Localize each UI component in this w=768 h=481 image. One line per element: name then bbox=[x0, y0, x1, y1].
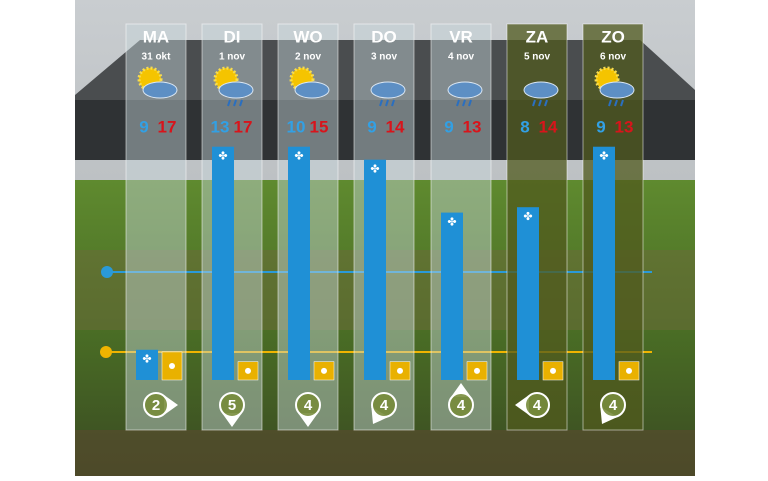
wind-force-circle bbox=[600, 392, 626, 418]
day-date: 31 okt bbox=[142, 52, 172, 63]
wind-bar-icon: ✤ bbox=[447, 217, 456, 229]
cloud bbox=[447, 81, 483, 99]
temp-min: 9 bbox=[139, 117, 148, 136]
wind-bar bbox=[517, 207, 539, 380]
cloud bbox=[218, 81, 254, 99]
temp-max: 15 bbox=[310, 117, 329, 136]
day-date: 2 nov bbox=[295, 52, 322, 63]
day-date: 4 nov bbox=[448, 52, 475, 63]
rain bbox=[456, 99, 460, 107]
weather-icon bbox=[289, 66, 330, 99]
day-name: WO bbox=[293, 27, 322, 46]
sun-bar-icon bbox=[321, 367, 327, 374]
sun-bar-icon bbox=[626, 367, 632, 374]
rain bbox=[544, 99, 548, 107]
rain bbox=[538, 99, 542, 107]
temp-max: 17 bbox=[158, 117, 177, 136]
sun-icon bbox=[100, 346, 112, 358]
day-date: 5 nov bbox=[524, 52, 551, 63]
wind-force-circle bbox=[371, 392, 397, 418]
temp-max: 14 bbox=[386, 117, 405, 136]
wind-bar bbox=[364, 159, 386, 380]
temp-min: 13 bbox=[211, 117, 230, 136]
rain bbox=[468, 99, 472, 107]
temp-min: 9 bbox=[596, 117, 605, 136]
day-date: 3 nov bbox=[371, 52, 398, 63]
cloud bbox=[370, 81, 406, 99]
wind-icon bbox=[101, 266, 113, 278]
wind-bar-icon: ✤ bbox=[370, 164, 379, 176]
rain bbox=[233, 99, 237, 107]
weather-icon bbox=[370, 81, 406, 107]
rain bbox=[379, 99, 383, 107]
sun-bar-icon bbox=[169, 362, 175, 369]
wind-force: 4 bbox=[533, 397, 542, 414]
temp-min: 9 bbox=[444, 117, 453, 136]
day-name: VR bbox=[449, 27, 473, 46]
day-name: ZO bbox=[601, 27, 625, 46]
wind-bar-icon: ✤ bbox=[218, 151, 227, 163]
cloud bbox=[599, 81, 635, 99]
wind-bar-icon: ✤ bbox=[523, 211, 532, 223]
rain bbox=[391, 99, 395, 107]
sun-bar-icon bbox=[245, 367, 251, 374]
sun-bar-icon bbox=[397, 367, 403, 374]
wind-bar bbox=[136, 349, 158, 380]
day-date: 1 nov bbox=[219, 52, 246, 63]
rain bbox=[608, 99, 612, 107]
wind-force-circle bbox=[524, 392, 550, 418]
wind-force-circle bbox=[219, 392, 245, 418]
sun-bar-icon bbox=[474, 367, 480, 374]
wind-bar bbox=[441, 212, 463, 380]
wind-bar-icon: ✤ bbox=[294, 151, 303, 163]
rain bbox=[620, 99, 624, 107]
wind-force-circle bbox=[295, 392, 321, 418]
wind-force: 2 bbox=[152, 397, 160, 414]
weather-icon bbox=[447, 81, 483, 107]
wind-bar bbox=[288, 146, 310, 380]
day-name: ZA bbox=[526, 27, 549, 46]
weather-icon bbox=[594, 66, 635, 107]
wind-force: 4 bbox=[609, 397, 618, 414]
day-name: MA bbox=[143, 27, 169, 46]
rain bbox=[532, 99, 536, 107]
weather-icon bbox=[523, 81, 559, 107]
temp-min: 8 bbox=[520, 117, 529, 136]
rain bbox=[227, 99, 231, 107]
temp-max: 13 bbox=[463, 117, 482, 136]
rain bbox=[614, 99, 618, 107]
wind-bar bbox=[593, 146, 615, 380]
temp-max: 13 bbox=[615, 117, 634, 136]
wind-bar-icon: ✤ bbox=[599, 151, 608, 163]
temp-max: 14 bbox=[539, 117, 558, 136]
wind-force: 4 bbox=[304, 397, 313, 414]
temp-max: 17 bbox=[234, 117, 253, 136]
day-date: 6 nov bbox=[600, 52, 627, 63]
wind-force-circle bbox=[448, 392, 474, 418]
wind-force: 4 bbox=[380, 397, 389, 414]
day-name: DI bbox=[224, 27, 241, 46]
cloud bbox=[142, 81, 178, 99]
rain bbox=[462, 99, 466, 107]
cloud bbox=[523, 81, 559, 99]
wind-bar bbox=[212, 146, 234, 380]
day-name: DO bbox=[371, 27, 397, 46]
wind-force-circle bbox=[143, 392, 169, 418]
sun-bar-icon bbox=[550, 367, 556, 374]
rain bbox=[385, 99, 389, 107]
weather-icon bbox=[213, 66, 254, 107]
rain bbox=[239, 99, 243, 107]
wind-force: 4 bbox=[457, 397, 466, 414]
temp-min: 9 bbox=[367, 117, 376, 136]
cloud bbox=[294, 81, 330, 99]
wind-force: 5 bbox=[228, 397, 236, 414]
weather-icon bbox=[137, 66, 178, 99]
temp-min: 10 bbox=[287, 117, 306, 136]
wind-bar-icon: ✤ bbox=[142, 354, 151, 366]
